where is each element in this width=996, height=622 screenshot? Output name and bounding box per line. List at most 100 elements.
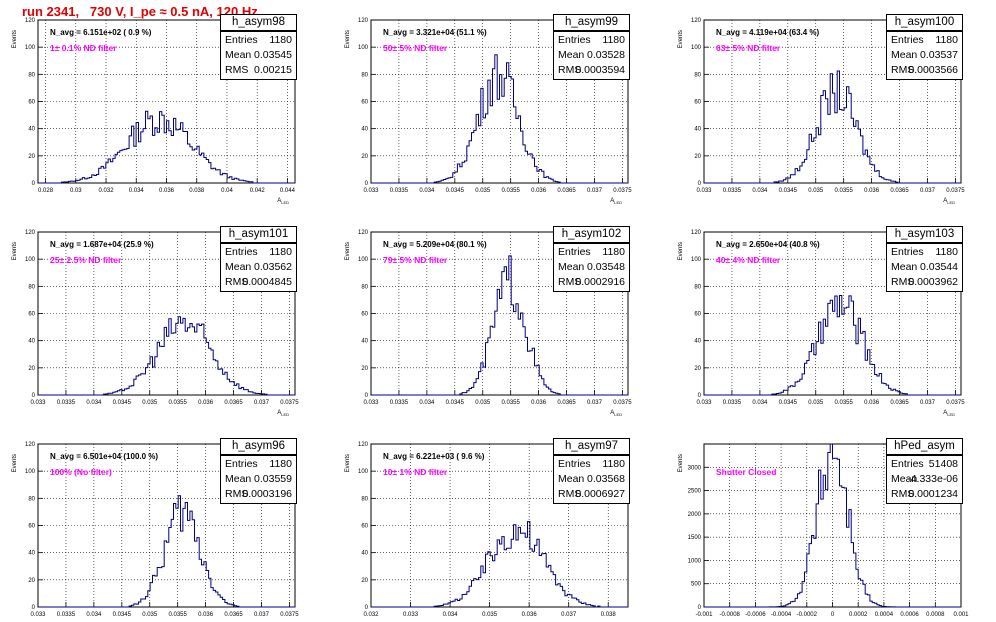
y-tick-label: 40: [694, 127, 701, 133]
histogram-series: [38, 495, 295, 608]
x-tick-label: 0.0355: [501, 400, 520, 406]
x-tick-label: 0.036: [864, 400, 880, 406]
x-tick-label: 0.0375: [613, 188, 632, 194]
x-tick-label: 0.037: [587, 400, 603, 406]
x-tick-label: 0.0345: [446, 188, 465, 194]
y-axis-title: Events: [345, 30, 351, 48]
y-tick-label: 500: [691, 582, 702, 588]
y-tick-label: 120: [25, 18, 36, 24]
histogram-series: [371, 521, 628, 608]
histogram-name: h_asym101: [220, 226, 297, 243]
stats-label: RMS: [558, 276, 582, 288]
x-axis-title: ALED: [943, 198, 955, 205]
y-tick-label: 60: [361, 524, 368, 530]
stats-label: Mean: [891, 49, 918, 61]
stats-value: 0.03559: [254, 473, 292, 485]
stats-label: RMS: [558, 64, 582, 76]
histogram-pad-h_asym100: 0.033 0.0335 0.034 0.0345 0.035 0.0355 0.036 0.…: [678, 18, 965, 205]
x-tick-label: 0.035: [475, 188, 491, 194]
stats-row-entries: Entries 51408: [891, 457, 958, 472]
stats-label: Entries: [558, 34, 591, 46]
stats-row-mean: Mean 0.03562: [225, 260, 292, 275]
x-tick-label: 0.0002: [849, 612, 868, 618]
x-tick-label: 0.032: [99, 188, 115, 194]
x-tick-label: 0.0355: [168, 612, 187, 618]
y-tick-label: 80: [28, 72, 35, 78]
y-tick-label: 0: [698, 605, 702, 611]
y-tick-label: 100: [358, 45, 369, 51]
stats-box: Entries 1180 Mean 0.03548 RMS 0.0002916: [553, 243, 630, 292]
x-tick-label: 0.033: [363, 400, 379, 406]
stats-label: Mean: [891, 473, 918, 485]
y-tick-label: 60: [28, 312, 35, 318]
stats-value: 0.0003196: [242, 488, 292, 500]
y-tick-label: 120: [691, 18, 702, 24]
y-tick-label: 80: [28, 496, 35, 502]
y-axis-title: Events: [345, 454, 351, 472]
x-tick-label: 0.036: [159, 188, 175, 194]
x-tick-label: 0.0335: [390, 400, 409, 406]
x-tick-label: 0.033: [403, 612, 419, 618]
histogram-name: h_asym103: [886, 226, 963, 243]
x-tick-label: 0.0335: [390, 188, 409, 194]
y-tick-label: 100: [25, 257, 36, 263]
stats-box: Entries 1180 Mean 0.03562 RMS 0.0004845: [220, 243, 297, 292]
navg-label: N_avg = 3.321e+04 (51.1 %): [383, 28, 487, 37]
y-tick-label: 20: [28, 154, 35, 160]
x-tick-label: 0.0375: [613, 400, 632, 406]
y-tick-label: 2000: [688, 512, 702, 518]
filter-annotation: 100% (No filter): [50, 467, 112, 477]
x-tick-label: 0.0355: [834, 188, 853, 194]
y-axis-title: Events: [12, 242, 18, 260]
stats-value: 0.03544: [920, 261, 958, 273]
histogram-pad-h_asym102: 0.033 0.0335 0.034 0.0345 0.035 0.0355 0.036 0.…: [345, 230, 632, 417]
stats-label: Entries: [225, 458, 258, 470]
stats-label: Entries: [225, 246, 258, 258]
y-tick-label: 80: [28, 284, 35, 290]
x-tick-label: 0.03: [70, 188, 82, 194]
x-tick-label: 0.028: [38, 188, 54, 194]
x-tick-label: 0.0004: [875, 612, 894, 618]
x-axis-title: ALED: [610, 198, 622, 205]
stats-value: 0.03545: [254, 49, 292, 61]
x-tick-label: 0.04: [221, 188, 233, 194]
y-tick-label: 20: [361, 366, 368, 372]
stats-box: Entries 1180 Mean 0.03545 RMS 0.00215: [220, 31, 297, 80]
stats-label: Entries: [891, 246, 924, 258]
y-axis-title: Events: [678, 242, 684, 260]
x-tick-label: 0.037: [587, 188, 603, 194]
x-tick-label: 0.036: [864, 188, 880, 194]
stats-label: RMS: [891, 488, 915, 500]
y-tick-label: 60: [694, 100, 701, 106]
filter-annotation: Shutter Closed: [716, 467, 776, 477]
y-tick-label: 120: [358, 442, 369, 448]
y-tick-label: 120: [25, 442, 36, 448]
y-axis-title: Events: [678, 30, 684, 48]
x-tick-label: 0.037: [920, 400, 936, 406]
stats-row-entries: Entries 1180: [225, 245, 292, 260]
x-tick-label: 0.0345: [113, 400, 132, 406]
x-axis-title: ALED: [943, 410, 955, 417]
navg-label: N_avg = 5.209e+04 (80.1 %): [383, 240, 487, 249]
x-tick-label: 0.0335: [57, 400, 76, 406]
x-tick-label: 0.035: [142, 400, 158, 406]
navg-label: N_avg = 1.687e+04 (25.9 %): [50, 240, 154, 249]
stats-row-rms: RMS 0.0001234: [891, 487, 958, 502]
x-tick-label: 0.0335: [723, 400, 742, 406]
y-axis-title: Events: [12, 454, 18, 472]
navg-label: N_avg = 6.221e+03 ( 9.6 %): [383, 452, 485, 461]
stats-label: RMS: [225, 64, 249, 76]
histogram-series: [38, 316, 295, 396]
stats-row-rms: RMS 0.0004845: [225, 275, 292, 290]
y-tick-label: 1000: [688, 558, 702, 564]
x-tick-label: 0.0375: [280, 612, 299, 618]
y-tick-label: 20: [28, 366, 35, 372]
stats-row-entries: Entries 1180: [225, 33, 292, 48]
stats-row-entries: Entries 1180: [558, 457, 625, 472]
y-tick-label: 40: [28, 339, 35, 345]
x-tick-label: 0.0008: [926, 612, 945, 618]
x-tick-label: 0.0345: [113, 612, 132, 618]
stats-row-mean: Mean 0.03544: [891, 260, 958, 275]
y-tick-label: 20: [28, 578, 35, 584]
